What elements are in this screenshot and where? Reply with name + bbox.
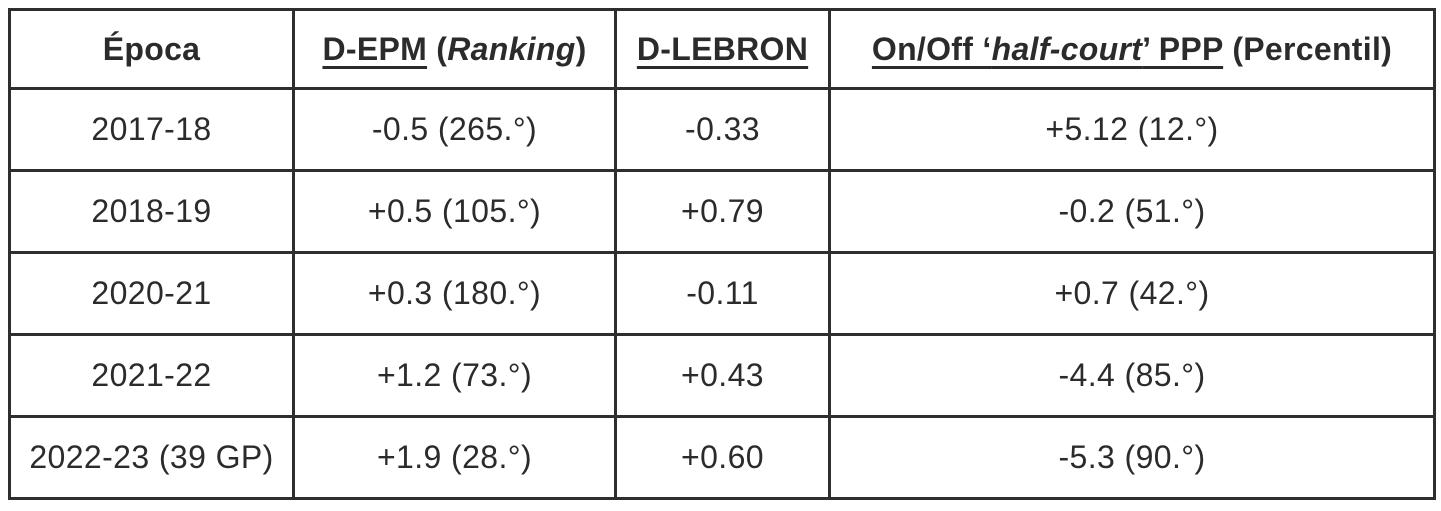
cell-d-lebron: +0.43 [614,333,831,418]
cell-d-lebron: -0.33 [614,87,831,172]
cell-d-epm: +0.5 (105.°) [292,169,617,254]
header-row: Época D-EPM (Ranking) D-LEBRON On/Off ‘h… [8,8,1436,90]
table-row-2018-19: 2018-19 +0.5 (105.°) +0.79 -0.2 (51.°) [8,169,1436,254]
onoff-underlined-group: On/Off ‘half-court’ PPP [872,31,1223,67]
cell-onoff-ppp: -5.3 (90.°) [828,415,1436,500]
cell-d-epm: +1.2 (73.°) [292,333,617,418]
epoca-label: Época [102,30,201,67]
cell-d-epm: +1.9 (28.°) [292,415,617,500]
table-row-2022-23: 2022-23 (39 GP) +1.9 (28.°) +0.60 -5.3 (… [8,415,1436,500]
table-row-2021-22: 2021-22 +1.2 (73.°) +0.43 -4.4 (85.°) [8,333,1436,418]
cell-d-lebron: +0.60 [614,415,831,500]
table-body: 2017-18 -0.5 (265.°) -0.33 +5.12 (12.°) … [8,87,1436,500]
cell-d-epm: -0.5 (265.°) [292,87,617,172]
col-header-d-lebron: D-LEBRON [614,8,831,90]
cell-season: 2018-19 [8,169,295,254]
col-header-epoca: Época [8,8,295,90]
onoff-percentil-label: (Percentil) [1223,30,1393,67]
d-epm-paren-close: ) [575,30,587,67]
d-epm-ranking-label: Ranking [447,30,576,67]
cell-onoff-ppp: +5.12 (12.°) [828,87,1436,172]
onoff-halfcourt-label: half-court [991,30,1143,67]
cell-season: 2021-22 [8,333,295,418]
col-header-onoff-ppp: On/Off ‘half-court’ PPP (Percentil) [828,8,1436,90]
defense-stats-table: Época D-EPM (Ranking) D-LEBRON On/Off ‘h… [8,8,1436,500]
cell-onoff-ppp: -0.2 (51.°) [828,169,1436,254]
d-epm-paren-open: ( [427,30,448,67]
cell-d-lebron: +0.79 [614,169,831,254]
table-header: Época D-EPM (Ranking) D-LEBRON On/Off ‘h… [8,8,1436,90]
table-row-2017-18: 2017-18 -0.5 (265.°) -0.33 +5.12 (12.°) [8,87,1436,172]
d-epm-label: D-EPM [322,30,428,67]
onoff-pre: On/Off ‘ [871,30,992,67]
cell-season: 2022-23 (39 GP) [8,415,295,500]
cell-d-lebron: -0.11 [614,251,831,336]
col-header-d-epm: D-EPM (Ranking) [292,8,617,90]
cell-onoff-ppp: -4.4 (85.°) [828,333,1436,418]
cell-season: 2020-21 [8,251,295,336]
onoff-post: ’ PPP [1142,30,1224,67]
cell-season: 2017-18 [8,87,295,172]
cell-onoff-ppp: +0.7 (42.°) [828,251,1436,336]
table-row-2020-21: 2020-21 +0.3 (180.°) -0.11 +0.7 (42.°) [8,251,1436,336]
cell-d-epm: +0.3 (180.°) [292,251,617,336]
d-lebron-label: D-LEBRON [636,30,809,67]
